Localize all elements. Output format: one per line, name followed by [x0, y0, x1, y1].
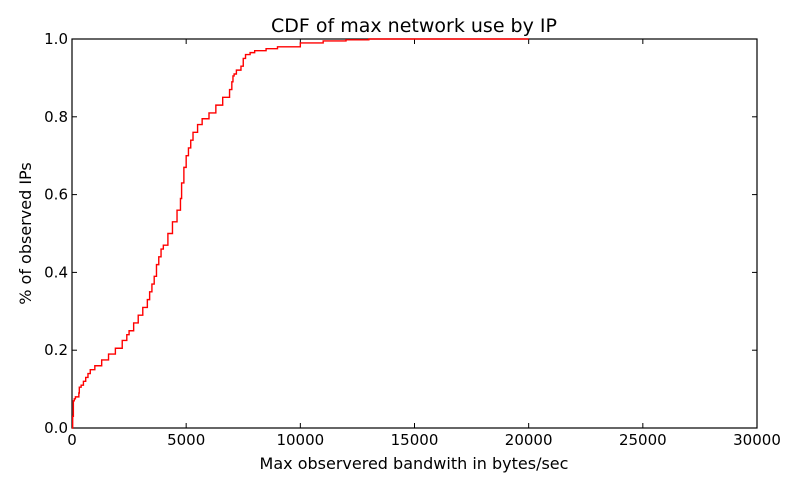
series-layer — [71, 38, 529, 429]
x-axis: 0 5000 10000 15000 20000 25000 30000 — [67, 39, 781, 449]
y-axis: 0.0 0.2 0.4 0.6 0.8 1.0 — [44, 30, 757, 437]
x-axis-label: Max observered bandwith in bytes/sec — [260, 454, 569, 473]
y-axis-label: % of observed IPs — [16, 162, 35, 304]
x-tick-label: 5000 — [167, 431, 205, 449]
cdf-series-line — [71, 38, 529, 429]
y-tick-label: 0.4 — [44, 263, 68, 281]
plot-frame — [71, 38, 758, 429]
y-tick-label: 0.6 — [44, 186, 68, 204]
x-tick-label: 0 — [67, 431, 77, 449]
y-tick-label: 0.0 — [44, 419, 68, 437]
x-tick-label: 30000 — [733, 431, 781, 449]
x-tick-label: 15000 — [391, 431, 439, 449]
x-tick-label: 20000 — [505, 431, 553, 449]
y-tick-label: 0.8 — [44, 108, 68, 126]
chart-title: CDF of max network use by IP — [271, 15, 557, 37]
plot-area — [71, 38, 758, 429]
y-tick-label: 0.2 — [44, 341, 68, 359]
x-tick-label: 10000 — [276, 431, 324, 449]
y-tick-label: 1.0 — [44, 30, 68, 48]
x-tick-label: 25000 — [619, 431, 667, 449]
